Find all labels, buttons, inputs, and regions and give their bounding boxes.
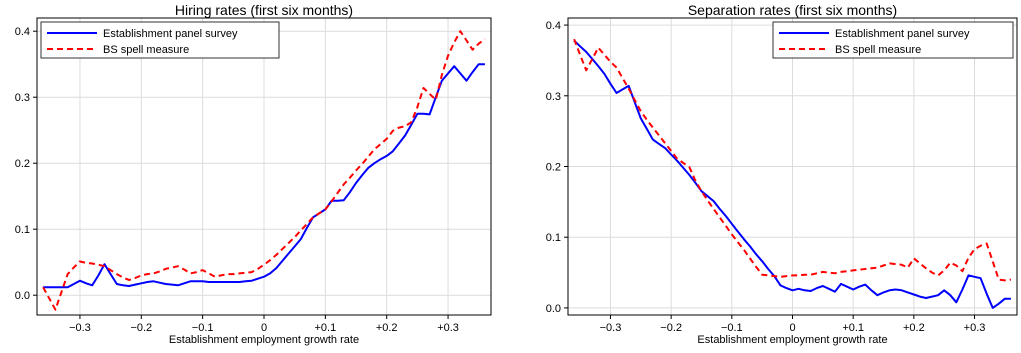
y-tick-label: 0.0 (15, 290, 30, 302)
chart-title: Hiring rates (first six months) (175, 2, 353, 18)
series-bs-spell-line (42, 30, 486, 311)
grid (37, 18, 491, 315)
legend-label-panel-survey: Establishment panel survey (103, 28, 238, 40)
y-tick-label: 0.0 (546, 303, 561, 315)
series-bs-spell-line (573, 38, 1012, 282)
x-tick-label: −0.2 (660, 322, 682, 334)
x-tick-label: 0 (261, 322, 267, 334)
series-layer (573, 38, 1012, 309)
y-tick-label: 0.1 (546, 232, 561, 244)
x-axis-label: Establishment employment growth rate (697, 334, 887, 346)
chart-title: Separation rates (first six months) (688, 2, 897, 18)
x-tick-label: +0.1 (842, 322, 864, 334)
x-tick-label: −0.1 (721, 322, 743, 334)
y-tick-label: 0.4 (15, 26, 30, 38)
series-panel-survey-line (573, 39, 1011, 309)
y-tick-label: 0.2 (546, 162, 561, 174)
x-axis-label: Establishment employment growth rate (169, 334, 359, 346)
x-tick-label: −0.1 (192, 322, 214, 334)
x-tick-label: +0.1 (314, 322, 336, 334)
x-tick-label: +0.2 (903, 322, 925, 334)
legend: Establishment panel survey BS spell meas… (772, 21, 1014, 59)
grid (568, 18, 1017, 315)
axes: −0.3 −0.2 −0.1 0 +0.1 +0.2 +0.3 0.0 0.1 0.2 0.3 0.4 (546, 20, 986, 334)
x-tick-label: 0 (789, 322, 795, 334)
legend-box (40, 21, 280, 59)
y-tick-label: 0.3 (546, 91, 561, 103)
y-tick-label: 0.3 (15, 92, 30, 104)
legend-label-panel-survey: Establishment panel survey (835, 28, 970, 40)
x-tick-label: +0.2 (376, 322, 398, 334)
y-tick-label: 0.1 (15, 224, 30, 236)
legend-label-bs-spell: BS spell measure (103, 44, 189, 56)
axes: −0.3 −0.2 −0.1 0 +0.1 +0.2 +0.3 0.0 0.1 0.2 0.3 0.4 (15, 26, 459, 334)
separation-rates-panel: Separation rates (first six months) −0.3… (546, 2, 1018, 346)
x-tick-label: +0.3 (964, 322, 986, 334)
series-panel-survey-line (43, 63, 485, 289)
legend-label-bs-spell: BS spell measure (835, 44, 921, 56)
y-tick-label: 0.4 (546, 20, 561, 32)
series-layer (42, 30, 486, 311)
x-tick-label: −0.3 (69, 322, 91, 334)
hiring-rates-panel: Hiring rates (first six months) −0.3 −0.2… (15, 2, 492, 346)
y-tick-label: 0.2 (15, 158, 30, 170)
legend: Establishment panel survey BS spell meas… (40, 21, 280, 59)
legend-box (772, 21, 1014, 59)
x-tick-label: −0.2 (130, 322, 152, 334)
x-tick-label: −0.3 (600, 322, 622, 334)
x-tick-label: +0.3 (437, 322, 459, 334)
